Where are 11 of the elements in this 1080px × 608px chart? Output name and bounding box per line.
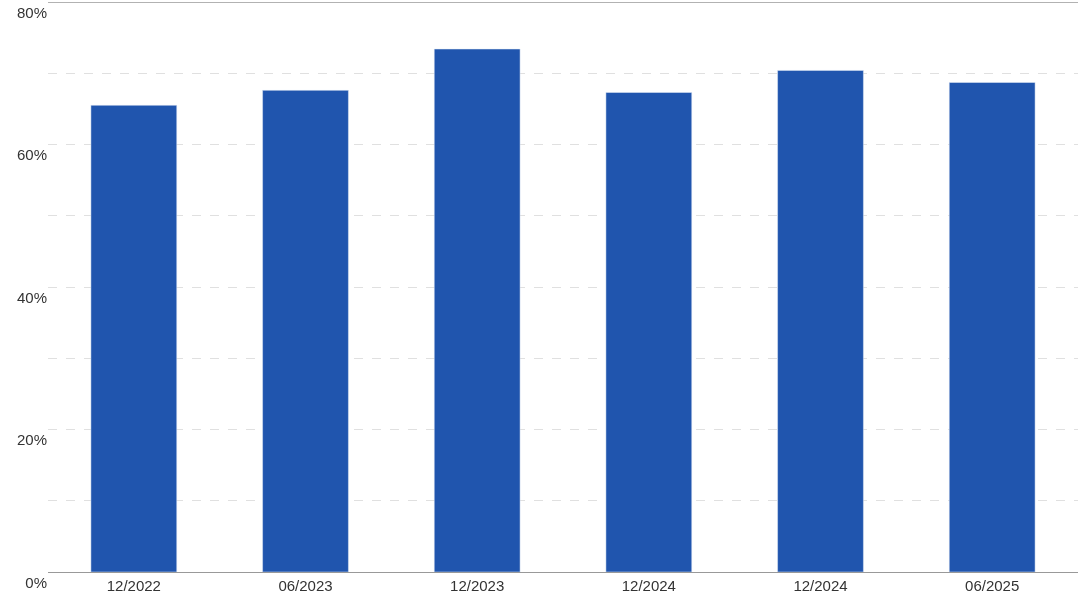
y-tick-label: 80% bbox=[16, 3, 47, 21]
x-tick-label: 06/2023 bbox=[278, 577, 333, 594]
y-tick-label: 0% bbox=[25, 573, 47, 591]
x-tick-label: 12/2023 bbox=[450, 577, 505, 594]
y-tick-label: 20% bbox=[16, 431, 47, 449]
x-tick-label: 12/2024 bbox=[793, 577, 848, 594]
y-tick-label: 40% bbox=[16, 288, 47, 306]
x-tick-label: 06/2025 bbox=[965, 577, 1020, 594]
x-tick-label: 12/2022 bbox=[106, 577, 161, 594]
y-tick-label: 60% bbox=[16, 146, 47, 164]
x-tick-label: 12/2024 bbox=[621, 577, 676, 594]
